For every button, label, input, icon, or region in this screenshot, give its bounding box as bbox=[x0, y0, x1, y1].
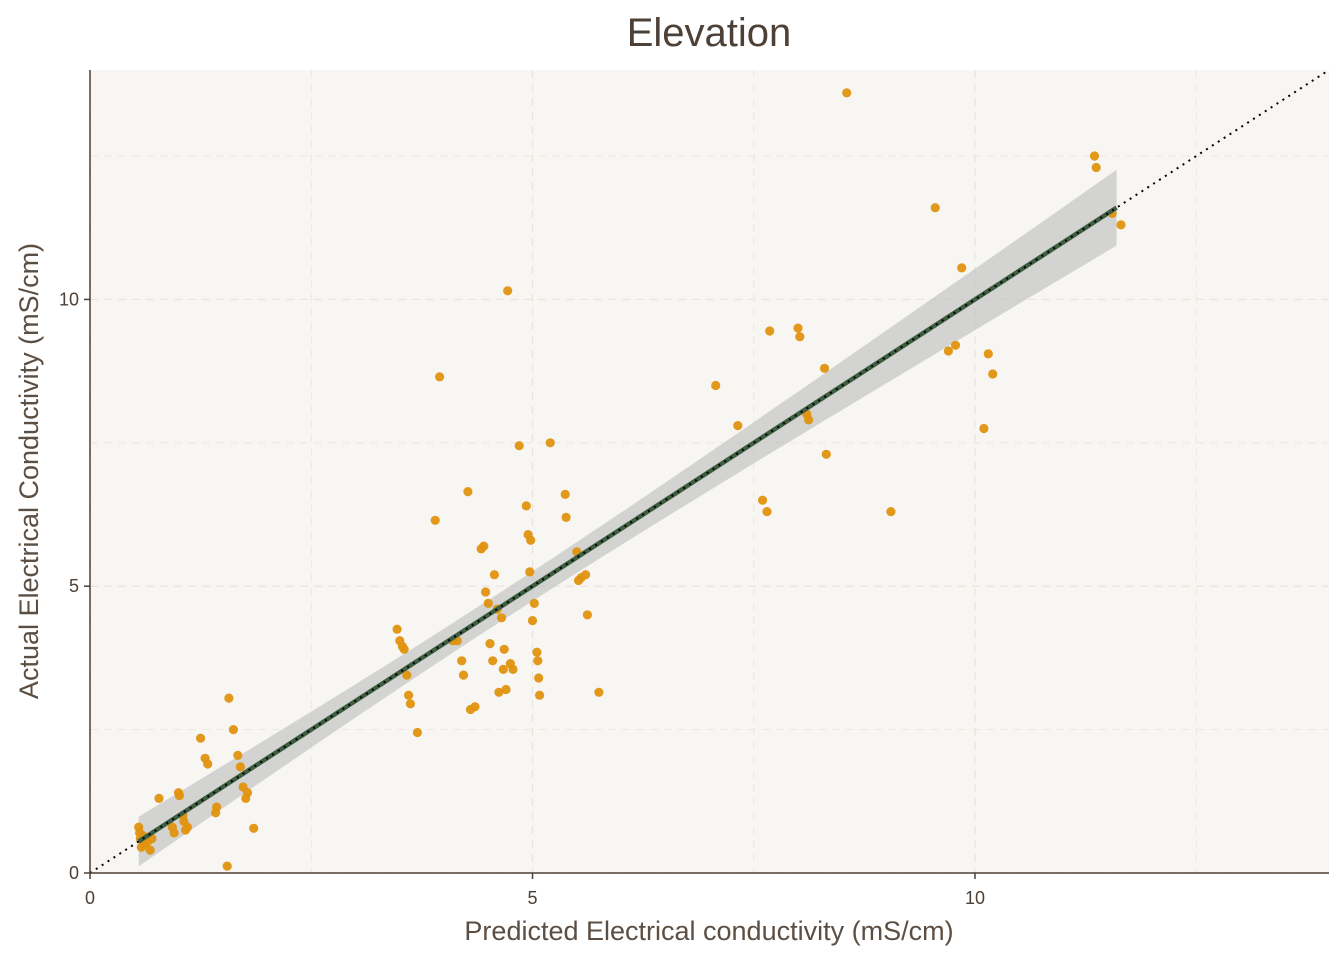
data-point bbox=[793, 323, 803, 333]
data-point bbox=[498, 664, 508, 675]
data-point bbox=[521, 501, 531, 511]
y-tick-label: 10 bbox=[59, 289, 79, 309]
data-point bbox=[488, 656, 498, 666]
data-point bbox=[404, 690, 414, 700]
x-tick-label: 5 bbox=[527, 888, 537, 908]
chart-title: Elevation bbox=[627, 11, 792, 55]
data-point bbox=[527, 616, 538, 626]
data-point bbox=[842, 88, 852, 98]
data-point bbox=[228, 725, 238, 735]
data-point bbox=[804, 415, 814, 425]
data-point bbox=[470, 702, 480, 712]
data-point bbox=[581, 570, 591, 580]
confidence-band-layer bbox=[138, 169, 1117, 867]
y-tick-label: 0 bbox=[69, 863, 79, 883]
data-point bbox=[399, 644, 409, 654]
data-point bbox=[494, 687, 504, 697]
data-point bbox=[485, 639, 495, 649]
data-point bbox=[545, 438, 555, 448]
data-point bbox=[503, 286, 513, 296]
data-point bbox=[561, 512, 571, 523]
x-tick-label: 10 bbox=[965, 888, 985, 908]
data-point bbox=[481, 587, 491, 597]
data-point bbox=[479, 541, 489, 551]
data-point bbox=[758, 495, 768, 505]
data-point bbox=[534, 673, 544, 683]
data-point bbox=[489, 570, 499, 580]
x-axis-title: Predicted Electrical conductivity (mS/cm… bbox=[464, 916, 953, 946]
data-point bbox=[957, 263, 967, 273]
data-point bbox=[392, 624, 402, 634]
data-point bbox=[145, 845, 155, 855]
data-point bbox=[182, 822, 192, 832]
data-point bbox=[1116, 220, 1126, 230]
data-point bbox=[169, 828, 179, 838]
identity-line bbox=[90, 70, 1329, 873]
data-point bbox=[435, 372, 445, 382]
data-point bbox=[765, 326, 775, 336]
data-point bbox=[457, 656, 467, 666]
confidence-band bbox=[138, 169, 1117, 867]
data-point bbox=[819, 363, 830, 373]
tick-labels: 0 5 10 0 5 10 bbox=[59, 289, 985, 908]
data-point bbox=[886, 507, 896, 517]
data-point bbox=[499, 644, 509, 654]
data-point bbox=[203, 759, 213, 769]
data-point bbox=[533, 656, 543, 666]
data-point bbox=[508, 664, 518, 675]
data-point bbox=[930, 203, 940, 213]
data-point bbox=[525, 567, 535, 577]
data-point bbox=[943, 346, 954, 356]
data-point bbox=[560, 489, 570, 499]
data-point bbox=[483, 598, 493, 609]
data-point bbox=[582, 610, 593, 620]
data-point bbox=[1089, 151, 1100, 161]
data-point bbox=[249, 823, 259, 833]
data-point bbox=[496, 613, 507, 623]
data-point bbox=[795, 332, 805, 342]
data-point bbox=[711, 380, 721, 391]
reference-lines-layer bbox=[90, 70, 1329, 873]
axes bbox=[84, 70, 1329, 879]
data-point bbox=[733, 421, 743, 431]
data-point bbox=[529, 598, 539, 609]
data-point bbox=[983, 349, 993, 359]
data-point bbox=[1091, 162, 1101, 173]
data-point bbox=[224, 693, 234, 703]
data-point bbox=[235, 762, 245, 772]
data-point bbox=[402, 670, 412, 680]
data-point bbox=[222, 861, 232, 871]
data-point bbox=[233, 750, 243, 761]
data-point bbox=[501, 684, 511, 695]
x-tick-label: 0 bbox=[85, 888, 95, 908]
data-point bbox=[514, 441, 524, 451]
data-point bbox=[950, 340, 961, 350]
data-point bbox=[196, 733, 206, 743]
data-point bbox=[212, 802, 222, 812]
y-axis-title: Actual Electrical Conductivity (mS/cm) bbox=[14, 243, 44, 699]
data-point bbox=[458, 670, 469, 680]
data-point bbox=[535, 690, 545, 700]
data-point bbox=[463, 487, 473, 497]
data-point bbox=[405, 699, 415, 709]
data-point bbox=[532, 647, 542, 657]
data-point bbox=[821, 449, 831, 459]
y-tick-label: 5 bbox=[69, 576, 79, 596]
data-point bbox=[988, 369, 998, 379]
data-point bbox=[762, 507, 772, 517]
data-point bbox=[242, 788, 253, 798]
data-point bbox=[154, 793, 164, 804]
data-point bbox=[430, 515, 440, 525]
data-point bbox=[594, 687, 604, 697]
data-point bbox=[979, 423, 989, 434]
data-point bbox=[174, 791, 184, 801]
data-point bbox=[526, 535, 536, 545]
data-point bbox=[412, 727, 422, 738]
